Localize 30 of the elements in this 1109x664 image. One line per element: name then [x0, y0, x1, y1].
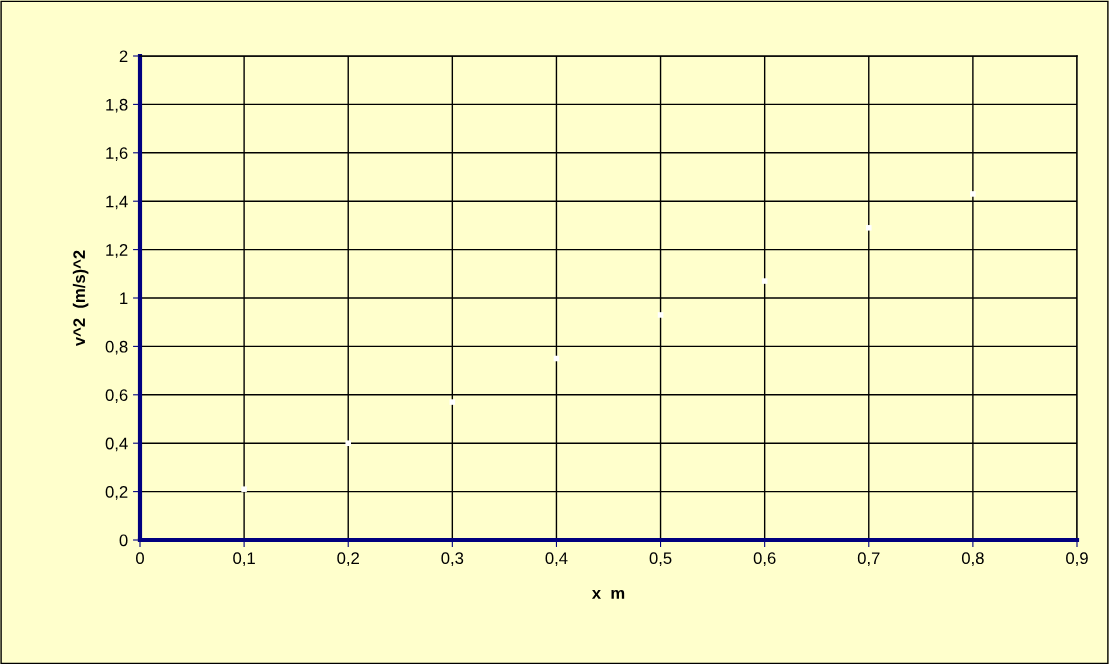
x-tick-label: 0,7 — [857, 552, 880, 567]
y-tick-label: 0,2 — [105, 486, 128, 500]
point — [449, 399, 456, 405]
y-tick-label: 1 — [120, 292, 128, 305]
x-tick-label: 0,5 — [649, 552, 672, 567]
y-tick-label: 1,4 — [106, 195, 128, 210]
point — [970, 191, 976, 197]
point — [241, 486, 247, 492]
y-axis-title: v^2 (m/s)^2 — [72, 250, 89, 347]
x-tick-label: 0,1 — [233, 552, 255, 567]
y-tick-label: 1,8 — [106, 98, 128, 113]
y-tick-label: 0,4 — [105, 437, 128, 452]
x-tick-label: 0,4 — [545, 552, 568, 567]
x-tick-label: 0,8 — [961, 552, 984, 567]
x-tick-label: 0,6 — [753, 552, 776, 567]
point — [345, 440, 351, 446]
y-tick-label: 2 — [119, 50, 128, 63]
y-tick-label: 1,2 — [106, 244, 128, 258]
x-tick-label: 0,9 — [1066, 552, 1088, 567]
point — [866, 225, 872, 231]
x-tick-label: 0,3 — [441, 552, 464, 567]
point — [657, 312, 664, 318]
point — [761, 278, 768, 284]
x-tick-label: 0 — [136, 552, 144, 565]
y-tick-label: 0,8 — [105, 340, 128, 355]
y-tick-label: 0,6 — [105, 389, 128, 403]
y-tick-label: 1,6 — [106, 147, 128, 161]
x-tick-label: 0,2 — [337, 552, 359, 567]
y-tick-label: 0 — [119, 534, 128, 547]
x-axis-title: x m — [591, 589, 625, 599]
